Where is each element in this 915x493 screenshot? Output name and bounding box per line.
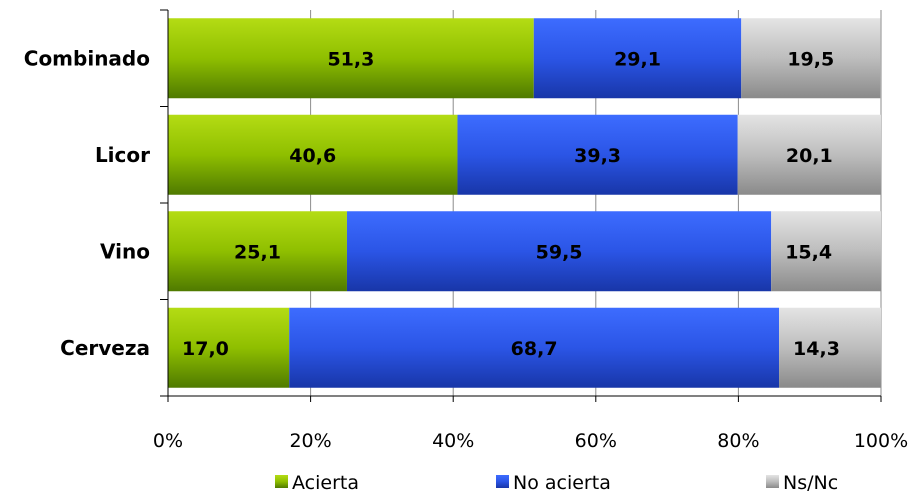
data-label: 39,3 (574, 145, 621, 167)
bar-acierta-combinado (168, 18, 534, 99)
bar-ns-nc-cerveza (779, 307, 881, 388)
bar-no-acierta-vino (346, 211, 772, 292)
x-tick-label: 100% (854, 430, 908, 452)
legend-label-ns-nc: Ns/Nc (783, 472, 838, 493)
data-label: 15,4 (785, 241, 832, 263)
bar-no-acierta-cerveza (289, 307, 780, 388)
data-label: 29,1 (614, 48, 661, 70)
category-label-licor: Licor (95, 143, 150, 167)
category-label-vino: Vino (100, 239, 150, 263)
x-tick-label: 20% (289, 430, 331, 452)
bar-ns-nc-licor (737, 114, 881, 195)
bar-no-acierta-combinado (533, 18, 742, 99)
legend-swatch-ns-nc (766, 475, 779, 488)
category-label-cerveza: Cerveza (60, 336, 150, 360)
x-tick-label: 80% (717, 430, 759, 452)
x-tick-label: 40% (432, 430, 474, 452)
data-label: 19,5 (787, 48, 834, 70)
bar-acierta-vino (168, 211, 347, 292)
legend-swatch-no-acierta (496, 475, 509, 488)
data-label: 14,3 (793, 338, 840, 360)
category-label-combinado: Combinado (24, 46, 150, 70)
bar-no-acierta-licor (457, 114, 738, 195)
legend-label-acierta: Acierta (292, 472, 359, 493)
data-label: 20,1 (786, 145, 833, 167)
bar-acierta-licor (168, 114, 458, 195)
bar-acierta-cerveza (168, 307, 290, 388)
x-tick-label: 0% (153, 430, 183, 452)
legend: Acierta No acierta Ns/Nc (275, 472, 838, 493)
data-label: 25,1 (234, 241, 281, 263)
bar-ns-nc-combinado (741, 18, 881, 99)
legend-label-no-acierta: No acierta (513, 472, 611, 493)
bar-ns-nc-vino (771, 211, 881, 292)
bars (168, 18, 881, 388)
labels: Combinado 51,3 29,1 19,5 Licor 40,6 39,3 20,1 Vi… (24, 46, 840, 360)
data-label: 40,6 (289, 145, 336, 167)
x-tick-label: 60% (575, 430, 617, 452)
legend-swatch-acierta (275, 475, 288, 488)
axes: 0% 20% 40% 60% 80% 100% (153, 9, 908, 452)
data-label: 17,0 (182, 338, 229, 360)
data-label: 68,7 (511, 338, 558, 360)
data-label: 59,5 (536, 241, 583, 263)
data-label: 51,3 (327, 48, 374, 70)
